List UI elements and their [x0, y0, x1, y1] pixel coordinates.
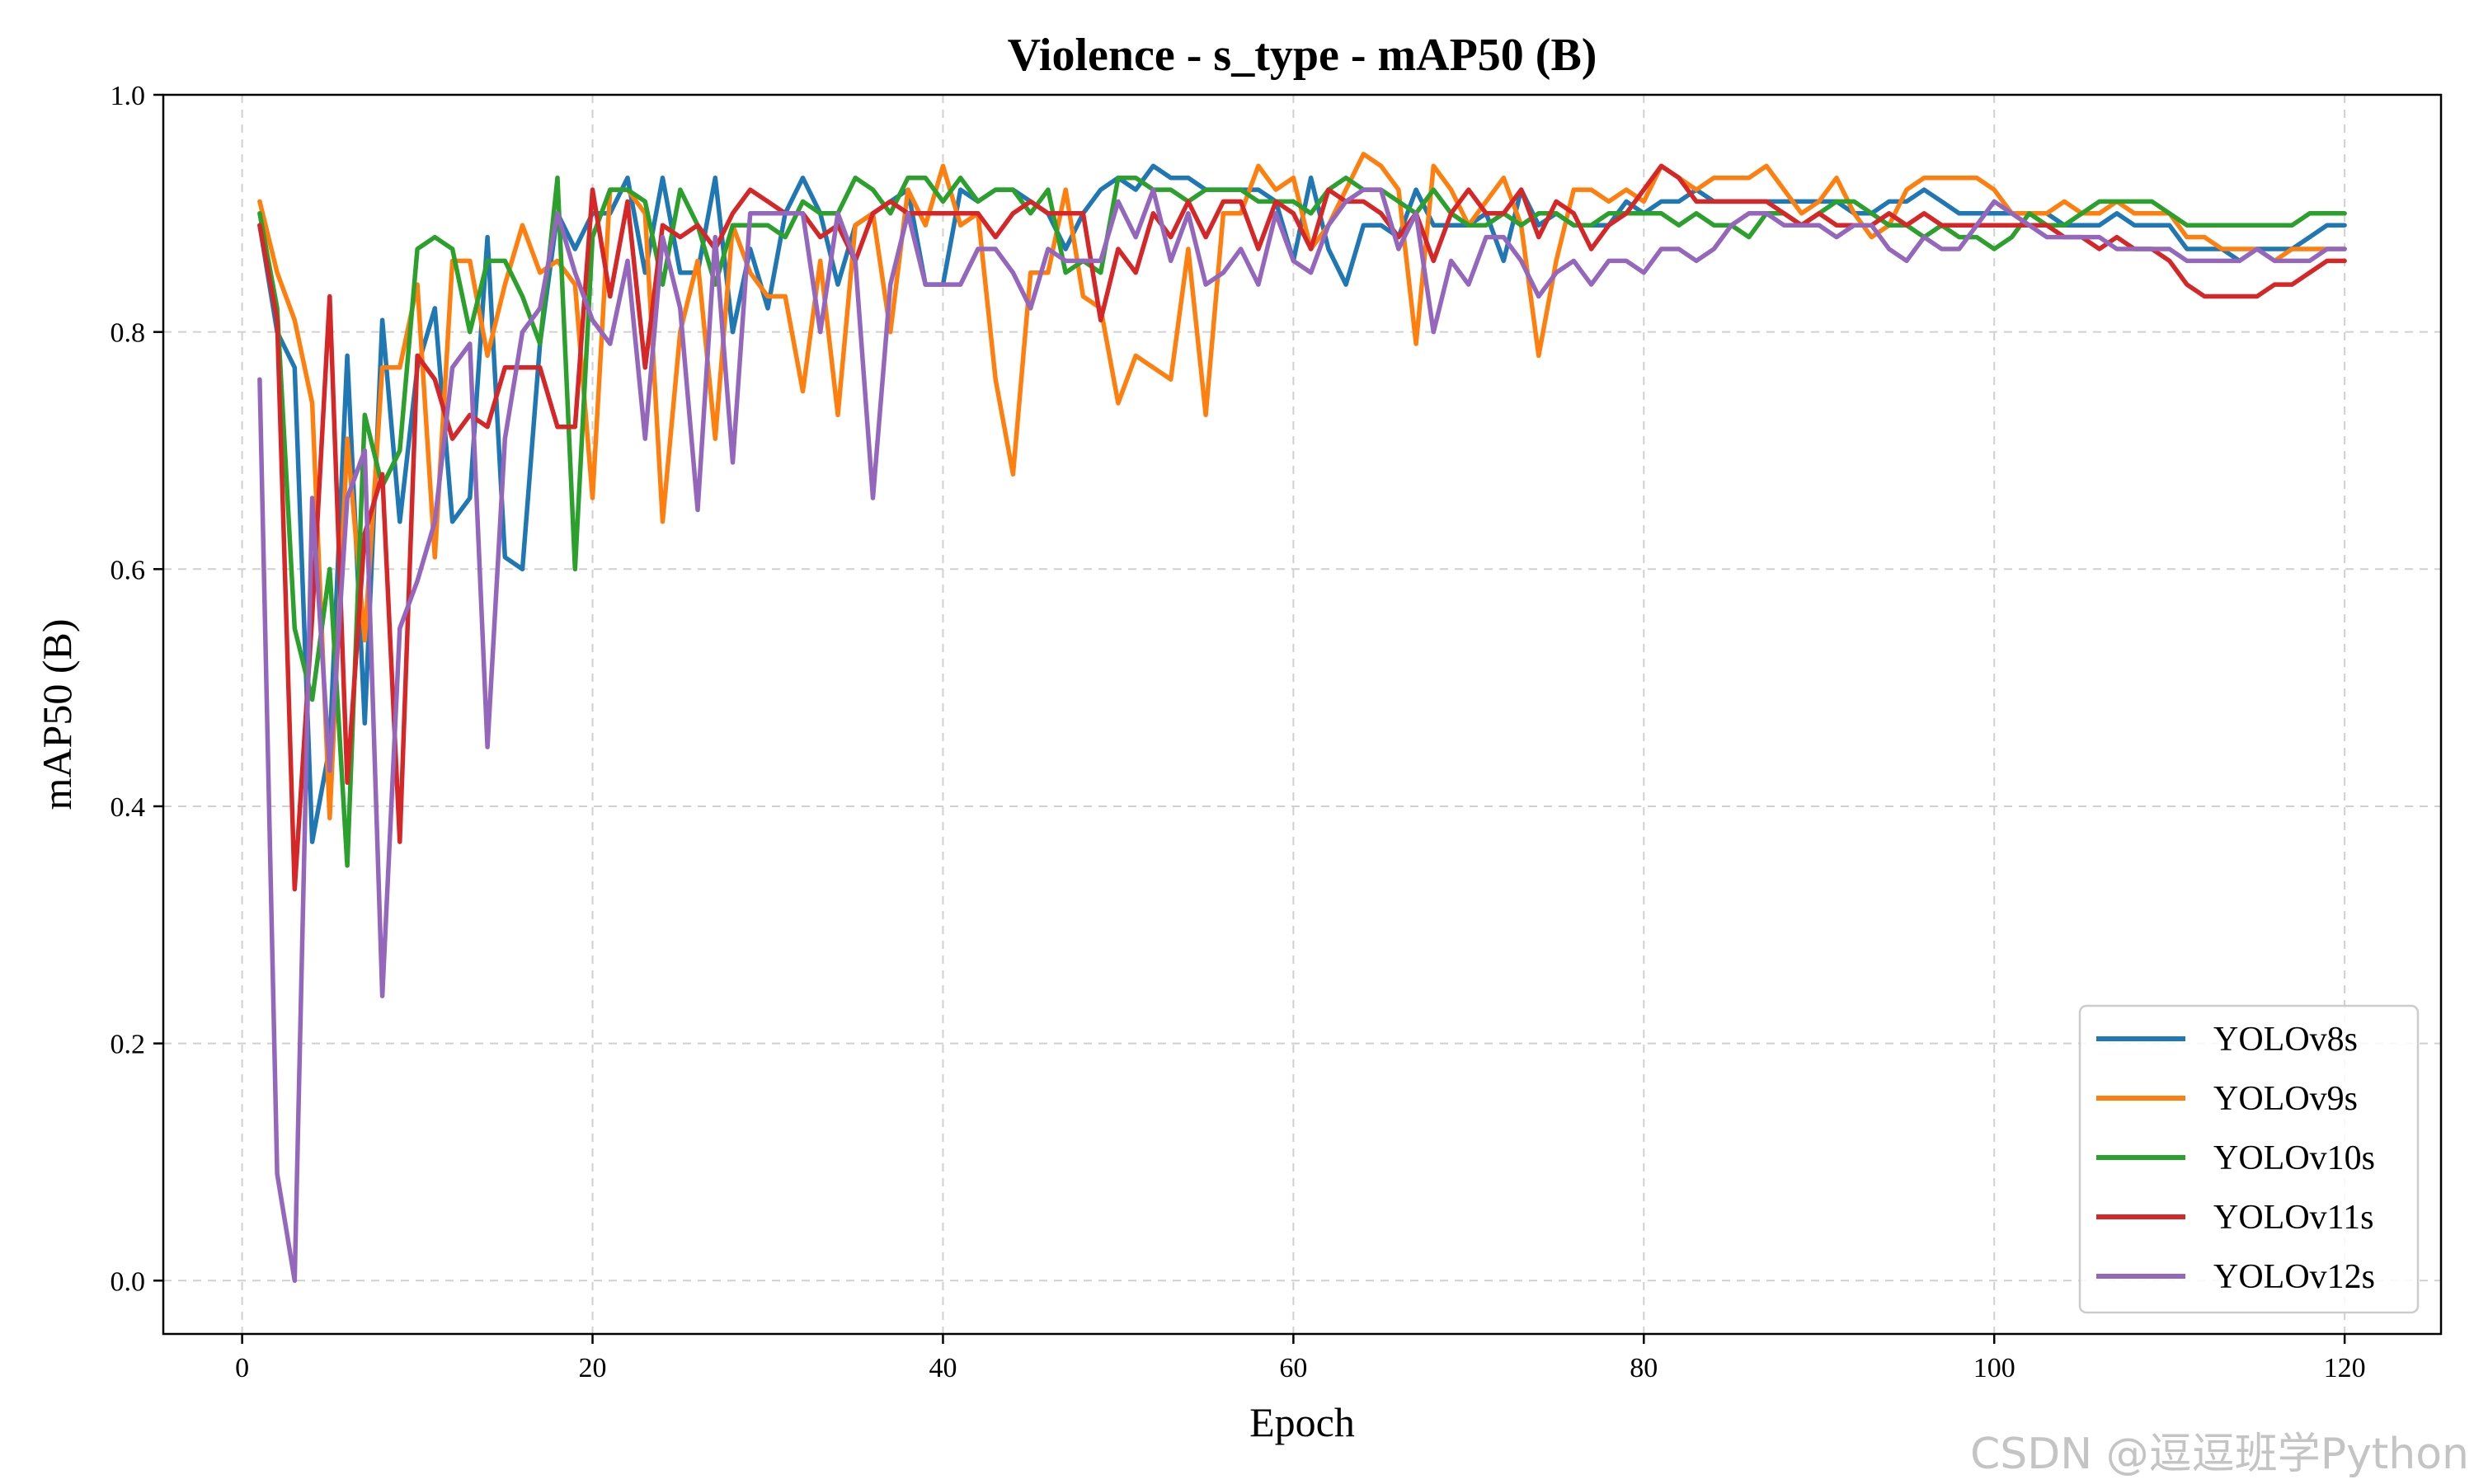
x-axis-label: Epoch	[1249, 1399, 1355, 1445]
y-tick-label: 0.0	[111, 1266, 146, 1297]
x-tick-label: 0	[235, 1353, 249, 1383]
x-tick-label: 60	[1279, 1353, 1307, 1383]
legend: YOLOv8s YOLOv9s YOLOv10s YOLOv11s YOLOv12s	[2078, 1004, 2420, 1314]
x-tick-label: 120	[2324, 1353, 2366, 1383]
chart-title: Violence - s_type - mAP50 (B)	[1008, 30, 1597, 81]
x-tick-label: 20	[579, 1353, 607, 1383]
watermark: CSDN @逗逗班学Python	[1969, 1430, 2469, 1479]
x-tick-label: 100	[1973, 1353, 2015, 1383]
tick-layer: 0 20 40 60 80 100 120 0.0 0.2 0.4 0.6 0.8 1.0	[111, 81, 2366, 1383]
y-tick-label: 0.4	[111, 792, 146, 823]
y-tick-label: 0.8	[111, 318, 146, 349]
x-tick-label: 80	[1630, 1353, 1658, 1383]
series-line-yolov9s	[257, 152, 2347, 821]
legend-label: YOLOv12s	[2213, 1258, 2375, 1296]
legend-label: YOLOv10s	[2213, 1139, 2375, 1177]
legend-box	[2078, 1004, 2420, 1314]
y-tick-label: 0.6	[111, 555, 146, 585]
legend-label: YOLOv11s	[2213, 1199, 2373, 1237]
y-tick-label: 0.2	[111, 1030, 146, 1060]
series-line-yolov10s	[257, 175, 2347, 868]
series-layer	[257, 152, 2347, 1284]
series-line-yolov11s	[257, 163, 2347, 892]
series-line-yolov12s	[257, 187, 2347, 1284]
legend-label: YOLOv8s	[2213, 1021, 2358, 1059]
y-tick-label: 1.0	[111, 81, 146, 111]
legend-label: YOLOv9s	[2213, 1080, 2358, 1118]
y-axis-label: mAP50 (B)	[34, 619, 80, 810]
plot-frame	[162, 93, 2443, 1336]
x-tick-label: 40	[929, 1353, 957, 1383]
